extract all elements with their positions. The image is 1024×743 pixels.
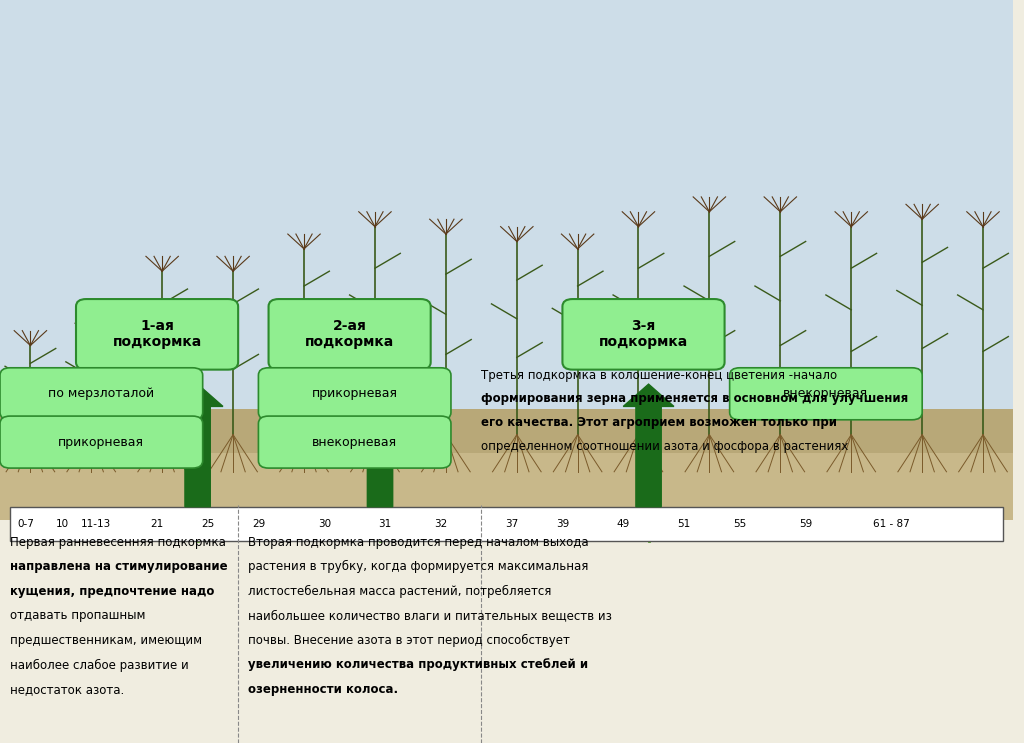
Text: 29: 29 [252,519,265,529]
FancyBboxPatch shape [258,416,451,468]
Text: недостаток азота.: недостаток азота. [10,683,124,696]
FancyBboxPatch shape [10,507,1004,541]
Text: почвы. Внесение азота в этот период способствует: почвы. Внесение азота в этот период спос… [248,634,570,647]
Text: внекорневая: внекорневая [783,387,868,400]
Text: наиболее слабое развитие и: наиболее слабое развитие и [10,658,188,672]
Text: 31: 31 [379,519,392,529]
Text: 59: 59 [799,519,812,529]
Text: 39: 39 [556,519,569,529]
FancyBboxPatch shape [76,299,239,369]
FancyBboxPatch shape [268,299,431,369]
FancyArrow shape [172,384,223,507]
Text: определенном соотношении азота и фосфора в растениях: определенном соотношении азота и фосфора… [481,440,849,453]
Text: 49: 49 [616,519,630,529]
FancyBboxPatch shape [0,453,1014,520]
Text: 2-ая
подкормка: 2-ая подкормка [305,319,394,349]
Text: 11-13: 11-13 [81,519,112,529]
Text: 55: 55 [733,519,746,529]
Text: растения в трубку, когда формируется максимальная: растения в трубку, когда формируется мак… [248,560,589,574]
Text: Первая ранневесенняя подкормка: Первая ранневесенняя подкормка [10,536,226,549]
FancyBboxPatch shape [258,368,451,420]
FancyArrow shape [354,384,406,507]
Text: 1-ая
подкормка: 1-ая подкормка [113,319,202,349]
Text: предшественникам, имеющим: предшественникам, имеющим [10,634,203,647]
Text: Третья подкормка в колошение-конец цветения -начало: Третья подкормка в колошение-конец цвете… [481,369,838,382]
FancyBboxPatch shape [0,416,203,468]
Text: 32: 32 [434,519,447,529]
FancyBboxPatch shape [562,299,725,369]
Circle shape [7,436,24,448]
Text: 0-7: 0-7 [17,519,34,529]
Text: 51: 51 [678,519,690,529]
Text: кущения, предпочтение надо: кущения, предпочтение надо [10,585,214,598]
Text: 10: 10 [56,519,70,529]
Text: прикорневая: прикорневая [311,387,397,400]
FancyBboxPatch shape [0,368,203,420]
Text: наибольшее количество влаги и питательных веществ из: наибольшее количество влаги и питательны… [248,609,612,623]
Text: Вторая подкормка проводится перед началом выхода: Вторая подкормка проводится перед начало… [248,536,589,549]
Text: направлена на стимулирование: направлена на стимулирование [10,560,227,574]
Circle shape [33,436,49,448]
Text: 21: 21 [151,519,164,529]
Text: увеличению количества продуктивных стеблей и: увеличению количества продуктивных стебл… [248,658,589,672]
Text: внекорневая: внекорневая [312,435,397,449]
Text: прикорневая: прикорневая [58,435,144,449]
Text: 37: 37 [505,519,518,529]
Text: по мерзлоталой: по мерзлоталой [48,387,155,400]
Text: листостебельная масса растений, потребляется: листостебельная масса растений, потребля… [248,585,552,598]
FancyArrow shape [624,384,674,507]
Text: отдавать пропашным: отдавать пропашным [10,609,145,623]
Text: 30: 30 [317,519,331,529]
FancyBboxPatch shape [730,368,923,420]
FancyBboxPatch shape [0,409,1014,461]
Text: 3-я
подкормка: 3-я подкормка [599,319,688,349]
Text: формирования зерна применяется в основном для улучшения: формирования зерна применяется в основно… [481,392,908,406]
Text: 25: 25 [201,519,214,529]
Text: озерненности колоса.: озерненности колоса. [248,683,398,696]
FancyBboxPatch shape [0,0,1014,431]
Text: 61 - 87: 61 - 87 [873,519,910,529]
Text: его качества. Этот агроприем возможен только при: его качества. Этот агроприем возможен то… [481,416,838,429]
